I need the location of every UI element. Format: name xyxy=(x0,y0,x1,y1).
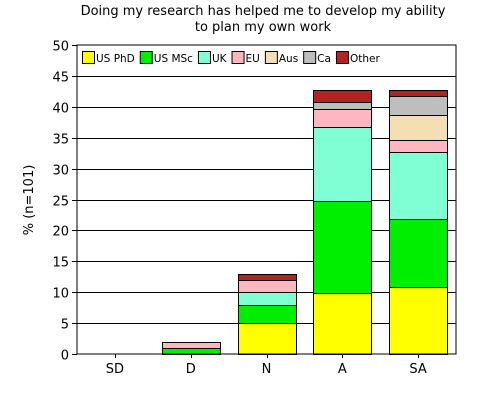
chart-title-line-2: to plan my own work xyxy=(195,20,332,35)
bar-segment-n-eu xyxy=(238,280,297,293)
bar-segment-a-other xyxy=(313,90,372,103)
legend-label-uk: UK xyxy=(212,53,228,65)
bar-segment-sa-us-phd xyxy=(389,287,448,355)
legend-swatch-other xyxy=(335,51,349,64)
bar-segment-d-eu xyxy=(162,342,221,349)
x-tick-label-a: A xyxy=(338,362,347,377)
y-tick-label: 10 xyxy=(52,287,69,302)
y-tick-label: 0 xyxy=(61,349,69,364)
bar-segment-sa-us-msc xyxy=(389,219,448,288)
y-tick-label: 35 xyxy=(52,133,69,148)
gridlines xyxy=(77,76,456,324)
bar-segment-sa-other xyxy=(389,90,448,97)
y-tick-label: 20 xyxy=(52,225,69,240)
bars xyxy=(162,90,448,355)
bar-segment-a-ca xyxy=(313,102,372,110)
bar-segment-sa-ca xyxy=(389,96,448,116)
legend-label-aus: Aus xyxy=(279,53,298,65)
legend-label-eu: EU xyxy=(246,53,260,65)
y-tick-label: 40 xyxy=(52,102,69,117)
bar-segment-a-us-msc xyxy=(313,201,372,294)
bar-segment-n-other xyxy=(238,274,297,281)
chart-title-line-1: Doing my research has helped me to devel… xyxy=(81,4,446,19)
bar-segment-sa-eu xyxy=(389,140,448,153)
bar-segment-n-uk xyxy=(238,292,297,306)
legend-swatch-us-msc xyxy=(139,51,153,64)
legend-swatch-uk xyxy=(197,51,211,64)
legend: US PhD US MSc UK EU Aus Ca Other xyxy=(82,51,380,65)
y-tick-label: 5 xyxy=(61,318,69,333)
x-tick-label-n: N xyxy=(262,362,272,377)
legend-swatch-aus xyxy=(264,51,278,64)
legend-label-ca: Ca xyxy=(317,53,331,65)
plot-frame xyxy=(76,44,457,355)
x-tick-label-sa: SA xyxy=(409,362,426,377)
bar-segment-a-eu xyxy=(313,109,372,128)
bar-segment-sa-uk xyxy=(389,152,448,220)
bar-segment-n-us-msc xyxy=(238,305,297,324)
legend-swatch-eu xyxy=(231,51,245,64)
legend-swatch-ca xyxy=(303,51,317,64)
bar-segment-n-us-phd xyxy=(238,323,297,355)
bar-segment-sa-aus xyxy=(389,115,448,141)
y-tick-label: 25 xyxy=(52,195,69,210)
x-tick-label-d: D xyxy=(186,362,196,377)
legend-swatch-us-phd xyxy=(82,51,95,64)
bar-segment-a-us-phd xyxy=(313,293,372,355)
legend-label-us-phd: US PhD xyxy=(96,53,135,65)
y-tick-label: 15 xyxy=(52,256,69,271)
x-tick-label-sd: SD xyxy=(106,362,124,377)
bar-segment-a-uk xyxy=(313,127,372,202)
legend-label-us-msc: US MSc xyxy=(154,53,193,65)
axis-ticks: 0 5 10 15 20 25 30 35 40 45 50 SD D N A SA xyxy=(52,40,426,378)
y-tick-label: 50 xyxy=(52,40,69,55)
y-axis-label: % (n=101) xyxy=(22,165,37,236)
y-tick-label: 30 xyxy=(52,164,69,179)
legend-label-other: Other xyxy=(350,53,380,65)
y-tick-label: 45 xyxy=(52,71,69,86)
